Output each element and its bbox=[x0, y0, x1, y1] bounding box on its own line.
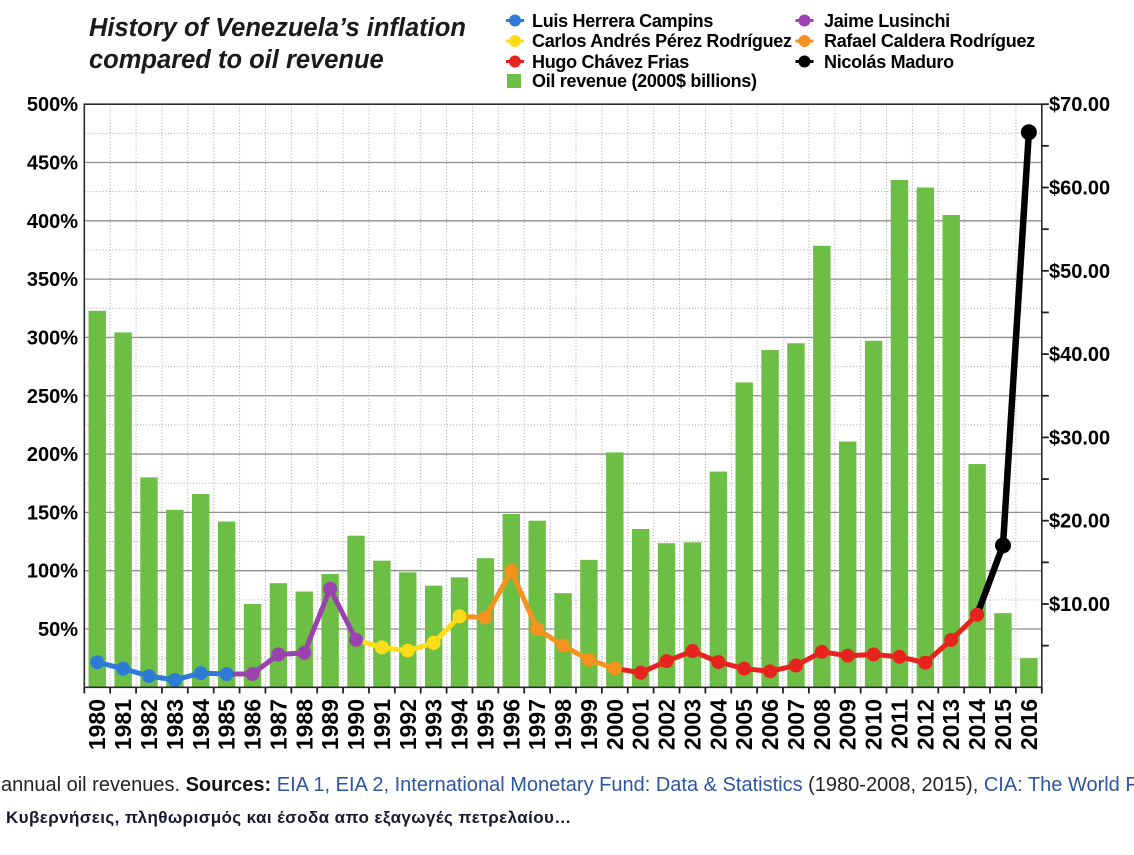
svg-text:1983: 1983 bbox=[162, 699, 188, 750]
svg-text:100%: 100% bbox=[27, 561, 78, 583]
svg-text:1995: 1995 bbox=[472, 699, 498, 750]
svg-text:$50.00: $50.00 bbox=[1049, 261, 1110, 283]
svg-text:250%: 250% bbox=[27, 386, 78, 408]
svg-text:1981: 1981 bbox=[110, 699, 136, 750]
svg-text:1982: 1982 bbox=[136, 699, 162, 750]
svg-text:500%: 500% bbox=[27, 94, 78, 116]
svg-text:400%: 400% bbox=[27, 211, 78, 233]
svg-text:1987: 1987 bbox=[265, 699, 291, 750]
svg-text:1996: 1996 bbox=[498, 699, 524, 750]
svg-text:2011: 2011 bbox=[886, 699, 912, 749]
svg-text:2014: 2014 bbox=[964, 699, 990, 750]
svg-text:1994: 1994 bbox=[447, 699, 473, 750]
svg-text:2005: 2005 bbox=[731, 699, 757, 750]
svg-text:2015: 2015 bbox=[990, 699, 1016, 750]
svg-text:1986: 1986 bbox=[240, 699, 266, 750]
svg-text:200%: 200% bbox=[27, 444, 78, 466]
svg-text:350%: 350% bbox=[27, 269, 78, 291]
svg-text:2000: 2000 bbox=[602, 699, 628, 750]
svg-text:450%: 450% bbox=[27, 153, 78, 175]
svg-text:2013: 2013 bbox=[938, 699, 964, 750]
svg-text:$10.00: $10.00 bbox=[1049, 594, 1110, 616]
svg-text:300%: 300% bbox=[27, 327, 78, 349]
svg-text:$40.00: $40.00 bbox=[1049, 344, 1110, 366]
svg-text:1998: 1998 bbox=[550, 699, 576, 750]
svg-text:$70.00: $70.00 bbox=[1049, 94, 1110, 116]
svg-text:2006: 2006 bbox=[757, 699, 783, 750]
svg-text:1991: 1991 bbox=[369, 699, 395, 750]
svg-text:$20.00: $20.00 bbox=[1049, 511, 1110, 533]
svg-text:1985: 1985 bbox=[214, 699, 240, 750]
svg-text:2001: 2001 bbox=[628, 699, 654, 750]
svg-text:1993: 1993 bbox=[421, 699, 447, 750]
svg-text:2010: 2010 bbox=[861, 699, 887, 750]
svg-text:1990: 1990 bbox=[343, 699, 369, 750]
svg-text:2008: 2008 bbox=[809, 699, 835, 750]
svg-text:2007: 2007 bbox=[783, 699, 809, 750]
svg-text:2002: 2002 bbox=[654, 699, 680, 750]
svg-text:1988: 1988 bbox=[291, 699, 317, 750]
svg-text:1989: 1989 bbox=[317, 699, 343, 750]
svg-text:1999: 1999 bbox=[576, 699, 602, 750]
svg-text:2012: 2012 bbox=[912, 699, 938, 750]
svg-text:$60.00: $60.00 bbox=[1049, 178, 1110, 200]
svg-text:$30.00: $30.00 bbox=[1049, 427, 1110, 449]
svg-text:1984: 1984 bbox=[188, 699, 214, 750]
svg-text:1980: 1980 bbox=[84, 699, 110, 750]
svg-text:1997: 1997 bbox=[524, 699, 550, 750]
svg-text:2004: 2004 bbox=[705, 699, 731, 750]
svg-text:2009: 2009 bbox=[835, 699, 861, 750]
svg-text:50%: 50% bbox=[38, 619, 78, 641]
svg-text:2016: 2016 bbox=[1016, 699, 1042, 750]
svg-text:2003: 2003 bbox=[679, 699, 705, 750]
svg-text:150%: 150% bbox=[27, 502, 78, 524]
svg-text:1992: 1992 bbox=[395, 699, 421, 750]
